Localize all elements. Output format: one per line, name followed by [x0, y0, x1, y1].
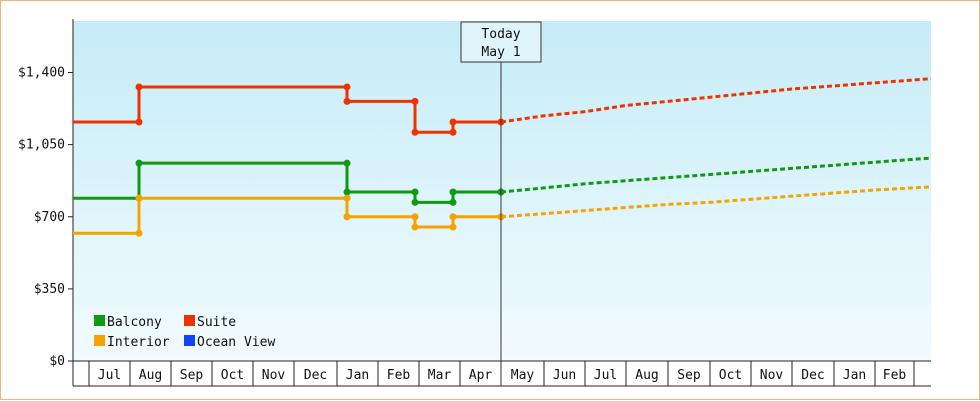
series-line-forecast [500, 156, 932, 194]
month-label: Sep [180, 368, 204, 383]
legend-label: Interior [107, 335, 170, 350]
data-point [135, 229, 143, 237]
legend-label: Balcony [107, 315, 162, 330]
legend-swatch [184, 335, 195, 346]
y-tick-label: $1,050 [18, 138, 65, 153]
data-point [449, 213, 457, 221]
data-point [411, 188, 419, 196]
data-point [449, 128, 457, 136]
series-line-historical [73, 196, 501, 235]
month-label: Feb [387, 368, 411, 383]
series-interior [73, 185, 932, 237]
data-point [411, 198, 419, 206]
legend-swatch [184, 315, 195, 326]
month-label: Jan [843, 368, 866, 383]
legend-item-suite: Suite [184, 315, 236, 330]
month-label: Sep [677, 368, 701, 383]
data-point [449, 223, 457, 231]
data-point [343, 159, 351, 167]
month-label: Jan [346, 368, 369, 383]
data-point [411, 223, 419, 231]
month-label: Nov [760, 368, 784, 383]
data-point [343, 83, 351, 91]
month-label: Feb [883, 368, 907, 383]
legend-item-balcony: Balcony [94, 315, 162, 330]
data-point [449, 198, 457, 206]
series-suite [73, 77, 932, 136]
month-label: Oct [719, 368, 742, 383]
legend-swatch [94, 315, 105, 326]
data-point [343, 188, 351, 196]
month-label: Apr [469, 368, 493, 383]
today-box [460, 21, 542, 63]
legend-label: Ocean View [197, 335, 275, 350]
data-point [135, 118, 143, 126]
series-line-forecast [500, 185, 932, 219]
y-tick-label: $350 [34, 282, 65, 297]
legend-item-ocean-view: Ocean View [184, 335, 275, 350]
month-label: Mar [428, 368, 452, 383]
series-layer [73, 77, 932, 237]
data-point [411, 97, 419, 105]
today-date: May 1 [481, 45, 520, 60]
data-point [343, 97, 351, 105]
data-point [343, 213, 351, 221]
data-point [135, 159, 143, 167]
y-tick-label: $0 [49, 354, 65, 369]
series-line-forecast [500, 77, 932, 124]
data-point [449, 188, 457, 196]
month-label: Jul [594, 368, 617, 383]
month-label: Dec [304, 368, 327, 383]
data-point [135, 194, 143, 202]
x-axis: Jul Aug Sep Oct Nov Dec Jan Feb Mar Apr May Jun Jul A… [73, 360, 931, 387]
today-label: Today [481, 27, 520, 42]
y-tick-label: $1,400 [18, 66, 65, 81]
month-label: Oct [221, 368, 244, 383]
month-label: Jun [553, 368, 576, 383]
month-label: Aug [139, 368, 162, 383]
legend-swatch [94, 335, 105, 346]
month-label: Aug [635, 368, 658, 383]
month-label: Dec [801, 368, 824, 383]
legend-item-interior: Interior [94, 335, 170, 350]
series-line-historical [73, 85, 501, 134]
data-point [411, 213, 419, 221]
legend-label: Suite [197, 315, 236, 330]
today-marker: Today May 1 [460, 21, 542, 386]
y-axis: $0 $350 $700 $1,050 $1,400 [18, 19, 74, 386]
data-point [411, 128, 419, 136]
month-label: Nov [262, 368, 286, 383]
legend: Balcony Suite Interior Ocean View [94, 315, 275, 350]
data-point [343, 194, 351, 202]
month-label: May [511, 368, 535, 383]
month-label: Jul [98, 368, 121, 383]
data-point [135, 83, 143, 91]
y-tick-label: $700 [34, 210, 65, 225]
data-point [449, 118, 457, 126]
series-line-historical [73, 161, 501, 204]
